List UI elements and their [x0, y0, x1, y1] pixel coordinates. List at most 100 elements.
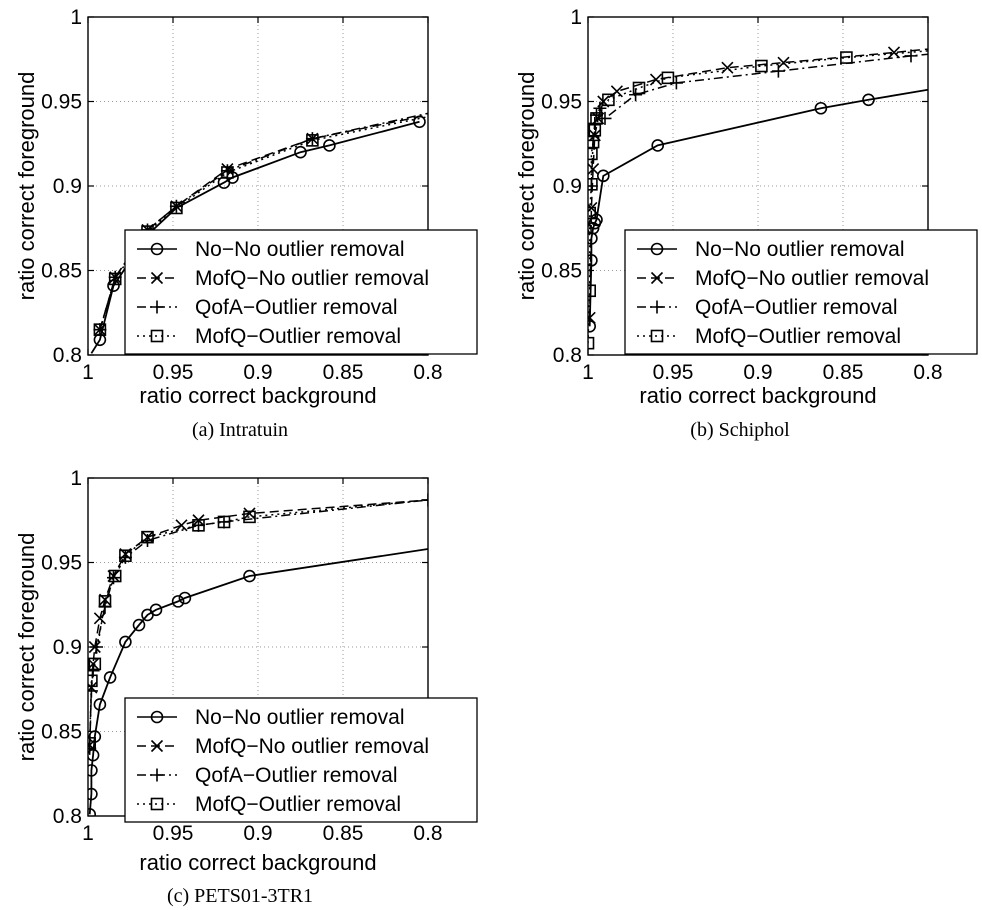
data-point-square	[88, 657, 102, 671]
data-point-circle	[651, 139, 665, 152]
chart-panel-1: 1 0.95 0.9 0.85 0.8 0.8 0.85 0.9 0.95 1 ratio corr…	[14, 6, 478, 441]
data-point-square	[588, 284, 597, 298]
y-tick-label: 1	[70, 467, 82, 490]
data-point-square	[88, 674, 98, 688]
data-point-square	[88, 737, 96, 750]
legend-entry-label: MofQ−No outlier removal	[195, 267, 429, 290]
data-point-plus	[90, 640, 103, 654]
legend-marker-x	[150, 271, 164, 285]
data-point-circle	[588, 319, 596, 333]
data-point-circle	[88, 808, 96, 816]
data-point-square	[602, 93, 615, 107]
data-point-circle	[171, 595, 185, 608]
x-tick-label: 1	[82, 361, 94, 384]
data-point-circle	[88, 787, 98, 801]
data-point-circle	[178, 591, 192, 605]
data-point-plus	[904, 49, 918, 63]
y-tick-label: 0.8	[53, 805, 82, 828]
data-point-circle	[103, 671, 117, 684]
legend-marker-square	[150, 797, 164, 811]
y-tick-label: 0.95	[541, 91, 582, 114]
legend-marker-circle	[650, 242, 664, 256]
y-tick-label: 0.95	[41, 552, 82, 575]
data-point-plus	[598, 111, 612, 125]
legend-box	[124, 697, 478, 823]
data-point-square	[588, 206, 597, 220]
legend-marker-circle	[150, 710, 164, 724]
data-point-square	[632, 81, 646, 95]
y-tick-label: 0.9	[53, 636, 82, 659]
legend: No−No outlier removal MofQ−No outlier rem…	[124, 229, 478, 355]
axes-frame	[587, 16, 929, 356]
x-tick-label: 0.95	[653, 361, 694, 384]
legend-marker-x	[650, 271, 664, 285]
axes-frame	[87, 16, 429, 356]
data-point-circle	[88, 748, 100, 762]
y-axis-label: ratio correct foreground	[514, 72, 539, 301]
data-point-square	[108, 569, 122, 583]
legend: No−No outlier removal MofQ−No outlier rem…	[124, 697, 478, 823]
x-tick-label: 0.8	[913, 361, 942, 384]
data-point-square	[755, 59, 768, 73]
legend: No−No outlier removal MofQ−No outlier rem…	[624, 229, 978, 355]
x-tick-label: 0.85	[323, 822, 364, 845]
data-point-x	[588, 311, 596, 324]
subfigure-caption: (c) PETS01-3TR1	[167, 885, 313, 907]
chart-panel-3: 1 0.95 0.9 0.85 0.8 0.8 0.85 0.9 0.95 1 ratio corr…	[14, 467, 478, 907]
data-point-square	[590, 112, 603, 125]
x-tick-label: 0.95	[153, 822, 194, 845]
legend-entry-label: No−No outlier removal	[195, 706, 405, 729]
data-point-square	[588, 178, 598, 191]
y-tick-label: 0.8	[553, 344, 582, 367]
data-point-circle	[107, 279, 120, 293]
legend-entry-label: QofA−Outlier removal	[195, 296, 398, 319]
y-tick-label: 0.8	[53, 344, 82, 367]
series-line-x	[588, 48, 928, 318]
series-group	[90, 112, 428, 354]
legend-entry-label: No−No outlier removal	[195, 238, 405, 261]
x-axis-label: ratio correct background	[139, 383, 376, 408]
data-point-square	[661, 71, 675, 85]
x-tick-label: 1	[582, 361, 594, 384]
x-tick-label: 0.9	[743, 361, 772, 384]
x-tick-label: 0.9	[243, 361, 272, 384]
y-tick-label: 0.9	[53, 175, 82, 198]
data-point-x	[175, 519, 188, 532]
legend-marker-square	[150, 329, 164, 343]
legend-entry-label: MofQ−No outlier removal	[695, 267, 929, 290]
data-point-circle	[814, 101, 828, 115]
data-point-square	[306, 134, 319, 147]
data-point-circle	[88, 764, 98, 777]
x-tick-label: 1	[82, 822, 94, 845]
y-tick-label: 0.85	[41, 721, 82, 744]
y-tick-label: 1	[70, 6, 82, 29]
subfigure-caption: (b) Schiphol	[690, 419, 790, 441]
data-point-square	[119, 549, 132, 563]
legend-box	[124, 229, 478, 355]
data-point-circle	[93, 698, 107, 711]
data-point-circle	[149, 603, 163, 617]
data-point-plus	[421, 493, 428, 507]
series-line-square	[99, 115, 428, 330]
data-point-circle	[119, 635, 132, 649]
legend-marker-plus	[150, 768, 164, 782]
x-tick-label: 0.85	[323, 361, 364, 384]
legend-marker-square	[650, 329, 664, 343]
y-axis-label: ratio correct foreground	[14, 533, 39, 762]
y-tick-label: 0.85	[41, 260, 82, 283]
legend-entry-label: No−No outlier removal	[695, 238, 905, 261]
legend-marker-plus	[650, 300, 664, 314]
data-point-square	[141, 530, 154, 544]
data-point-plus	[192, 518, 205, 532]
legend-box	[624, 229, 978, 355]
data-point-square	[93, 323, 107, 336]
data-point-circle	[294, 145, 307, 159]
data-point-square	[217, 515, 231, 529]
series-line-circle	[90, 120, 420, 354]
legend-entry-label: MofQ−Outlier removal	[195, 325, 401, 348]
data-point-square	[108, 272, 122, 286]
x-tick-label: 0.9	[243, 822, 272, 845]
x-tick-label: 0.8	[413, 361, 442, 384]
data-point-square	[588, 123, 602, 137]
